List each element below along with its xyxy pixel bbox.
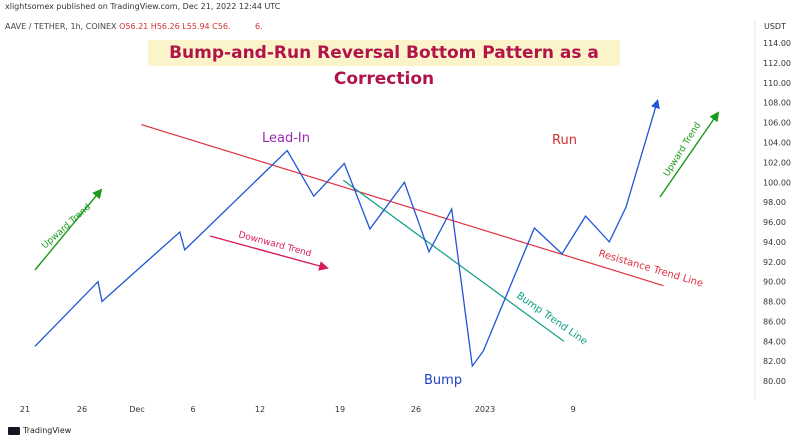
time-tick-label: 21 [20,405,30,414]
price-axis: 80.00 82.00 84.00 86.00 88.00 90.00 92.00 94.00… [763,39,791,386]
price-tick-label: 90.00 [763,278,786,287]
bump-line-label: Bump Trend Line [514,290,589,347]
symbol-name: AAVE / TETHER, 1h, COINEX [5,22,117,31]
time-axis: 21 26 Dec 6 12 19 26 2023 9 [20,405,576,414]
price-tick-label: 108.00 [763,99,791,108]
price-tick-label: 82.00 [763,357,786,366]
lead-in-label: Lead-In [262,131,310,146]
price-tick-label: 110.00 [763,79,791,88]
price-tick-label: 92.00 [763,258,786,267]
price-tick-label: 114.00 [763,39,791,48]
price-line [34,99,660,368]
ohlc-suffix: 6. [255,22,263,31]
price-tick-label: 112.00 [763,59,791,68]
footer-text: TradingView [23,426,72,435]
price-tick-label: 100.00 [763,178,791,187]
downward-trend-arrow [209,235,329,271]
time-tick-label: 6 [190,405,195,414]
time-tick-label: 26 [411,405,421,414]
downward-trend-label: Downward Trend [237,230,312,259]
time-tick-label: 9 [570,405,575,414]
bump-trend-line [342,179,565,342]
chart-title: Bump-and-Run Reversal Bottom Pattern as … [148,40,620,89]
publisher-line: xlightsomex published on TradingView.com… [5,2,281,11]
price-tick-label: 80.00 [763,377,786,386]
price-tick-label: 102.00 [763,158,791,167]
resistance-trend-line [141,124,664,287]
price-tick-label: 104.00 [763,139,791,148]
upward-trend-arrow-right [659,111,720,198]
price-tick-label: 86.00 [763,317,786,326]
price-tick-label: 106.00 [763,119,791,128]
price-tick-label: 98.00 [763,198,786,207]
trend-lines [141,124,664,342]
upward-trend-arrow-left [34,188,103,271]
symbol-line: AAVE / TETHER, 1h, COINEX O56.21 H56.26 … [5,22,263,31]
time-tick-label: 26 [77,405,87,414]
time-tick-label: 2023 [475,405,495,414]
bump-label: Bump [424,373,462,388]
resistance-line-label: Resistance Trend Line [597,248,704,289]
time-tick-label: Dec [129,405,144,414]
ohlc-values: O56.21 H56.26 L55.94 C56. [119,22,231,31]
time-tick-label: 19 [335,405,345,414]
price-tick-label: 94.00 [763,238,786,247]
run-label: Run [552,133,577,148]
price-tick-label: 84.00 [763,337,786,346]
price-tick-label: 88.00 [763,298,786,307]
currency-label: USDT [764,22,786,31]
footer-brand: TradingView [8,426,71,435]
tradingview-logo-icon [8,426,20,435]
price-tick-label: 96.00 [763,218,786,227]
time-tick-label: 12 [255,405,265,414]
upward-trend-label-right: Upward Trend [662,121,703,179]
upward-trend-label-left: Upward Trend [40,202,93,251]
